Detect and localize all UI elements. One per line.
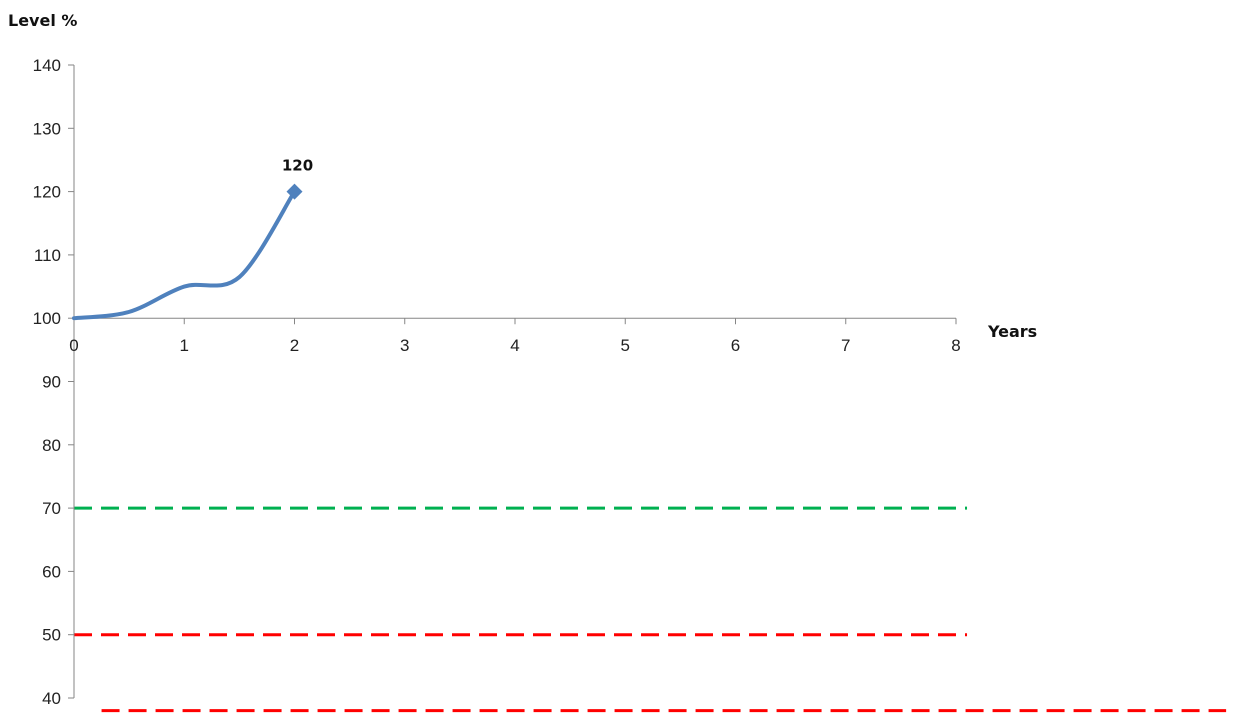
y-axis-title: Level %	[8, 11, 77, 30]
y-tick-label: 50	[42, 626, 61, 645]
y-tick-label: 70	[42, 499, 61, 518]
data-label: 120	[282, 157, 313, 175]
y-tick-label: 60	[42, 562, 61, 581]
x-tick-label: 1	[180, 336, 189, 355]
series-layer	[72, 183, 303, 321]
labels: Level % Years 120	[8, 11, 1037, 341]
data-point-marker	[286, 183, 303, 200]
y-tick-label: 110	[34, 246, 61, 265]
y-tick-label: 120	[33, 183, 61, 202]
series-line	[72, 189, 297, 321]
axes: 40 50 60 70 80 90 100 110 120 130 140 0 1 2 3 4 5 6 7 8	[33, 56, 961, 708]
x-tick-label: 6	[731, 336, 740, 355]
x-tick-label: 3	[400, 336, 409, 355]
x-tick-label: 8	[951, 336, 960, 355]
x-tick-label: 5	[621, 336, 630, 355]
y-tick-label: 130	[33, 119, 61, 138]
y-tick-label: 40	[42, 689, 61, 708]
y-tick-label: 100	[33, 309, 61, 328]
x-axis-title: Years	[987, 322, 1037, 341]
x-tick-label: 4	[510, 336, 519, 355]
x-tick-label: 0	[69, 336, 78, 355]
y-tick-label: 80	[42, 436, 61, 455]
y-tick-label: 140	[33, 56, 61, 75]
x-tick-label: 2	[290, 336, 299, 355]
y-tick-label: 90	[42, 373, 61, 392]
x-tick-label: 7	[841, 336, 850, 355]
reference-lines	[74, 506, 1227, 713]
